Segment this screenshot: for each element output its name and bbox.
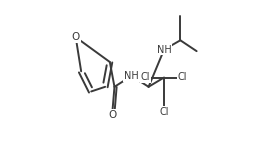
Text: NH: NH: [124, 71, 139, 81]
Text: Cl: Cl: [178, 73, 188, 82]
Text: O: O: [71, 32, 80, 42]
Text: NH: NH: [157, 45, 171, 55]
Text: Cl: Cl: [141, 73, 150, 82]
Text: O: O: [108, 110, 116, 120]
Text: Cl: Cl: [159, 107, 169, 117]
